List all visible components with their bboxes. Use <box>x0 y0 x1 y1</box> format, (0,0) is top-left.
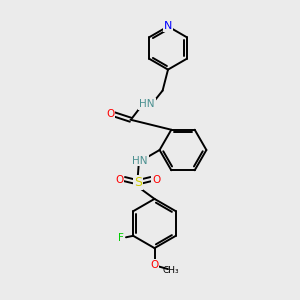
Text: HN: HN <box>132 155 148 166</box>
Text: HN: HN <box>139 99 155 109</box>
Text: O: O <box>106 109 115 119</box>
Text: N: N <box>164 21 172 32</box>
Text: O: O <box>115 175 123 185</box>
Text: O: O <box>150 260 159 270</box>
Text: S: S <box>134 176 142 189</box>
Text: CH₃: CH₃ <box>163 266 179 275</box>
Text: F: F <box>118 233 124 243</box>
Text: O: O <box>152 175 160 185</box>
